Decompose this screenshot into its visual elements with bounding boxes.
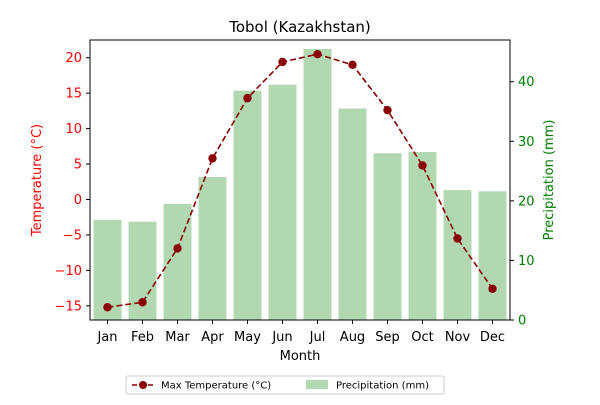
y-right-tick-label: 0: [518, 314, 526, 329]
chart-title: Tobol (Kazakhstan): [228, 18, 371, 36]
temperature-point-nov: [453, 234, 462, 243]
temperature-point-jul: [313, 49, 322, 59]
y-left-tick-label: 20: [65, 51, 82, 66]
temperature-point-feb: [138, 298, 147, 307]
legend-line-marker: [139, 381, 147, 389]
y-axis-left-label: Temperature (°C): [30, 124, 45, 237]
temperature-point-oct: [418, 161, 427, 170]
precipitation-bar-nov: [443, 190, 472, 320]
y-left-tick-label: 5: [74, 158, 82, 173]
x-tick-label-apr: Apr: [201, 330, 224, 345]
y-left-tick-label: −5: [63, 228, 82, 243]
legend-label-precipitation: Precipitation (mm): [336, 381, 429, 392]
legend: Max Temperature (°C) Precipitation (mm): [125, 375, 445, 395]
legend-bar-swatch: [306, 380, 328, 389]
y-axis-left: −15 −10 −5 0 5 10 15 20: [55, 51, 90, 314]
y-right-tick-label: 40: [518, 75, 535, 90]
x-tick-label-jan: Jan: [96, 330, 117, 345]
precipitation-bar-jul: [303, 48, 332, 321]
temperature-point-aug: [348, 60, 357, 70]
legend-label-temperature: Max Temperature (°C): [161, 381, 271, 392]
y-left-tick-label: 15: [65, 87, 82, 102]
x-tick-label-oct: Oct: [411, 330, 433, 345]
precipitation-bar-dec: [478, 191, 507, 320]
y-right-tick-label: 30: [518, 135, 535, 150]
x-tick-label-nov: Nov: [445, 330, 471, 345]
x-tick-label-aug: Aug: [340, 330, 365, 345]
y-right-tick-label: 20: [518, 194, 535, 209]
x-tick-label-mar: Mar: [165, 330, 190, 345]
y-right-tick-label: 10: [518, 254, 535, 269]
y-axis-right-label: Precipitation (mm): [542, 120, 557, 241]
x-tick-label-jul: Jul: [309, 330, 326, 345]
temperature-point-jan: [103, 303, 112, 312]
x-tick-label-may: May: [234, 330, 261, 345]
precipitation-bar-jun: [268, 84, 297, 321]
temperature-line-path: [107, 53, 494, 309]
temperature-point-apr: [208, 154, 217, 163]
y-left-tick-label: −10: [55, 264, 82, 279]
temperature-point-jun: [278, 57, 287, 67]
precipitation-bar-oct: [408, 152, 437, 320]
x-tick-label-jun: Jun: [271, 330, 292, 345]
x-tick-label-dec: Dec: [480, 330, 505, 345]
y-left-tick-label: 10: [65, 122, 82, 137]
x-tick-label-sep: Sep: [375, 330, 400, 345]
x-tick-label-feb: Feb: [131, 330, 154, 345]
precipitation-bar-aug: [338, 108, 367, 320]
temperature-point-may: [243, 93, 252, 103]
y-left-tick-label: −15: [55, 299, 82, 314]
temperature-point-sep: [383, 105, 392, 115]
temperature-point-mar: [173, 244, 182, 253]
legend-frame: [125, 375, 445, 395]
y-left-tick-label: 0: [74, 193, 82, 208]
precipitation-bar-apr: [198, 177, 227, 320]
plot-frame: [89, 39, 511, 321]
temperature-line: [103, 49, 497, 312]
precipitation-bar-may: [233, 90, 262, 320]
precipitation-bar-sep: [373, 153, 402, 320]
x-axis-label: Month: [280, 349, 321, 364]
temperature-point-dec: [488, 284, 497, 294]
y-axis-right: 0 10 20 30 40: [510, 75, 535, 329]
x-axis: Jan Feb Mar Apr May Jun Jul Aug Sep Oct Nov Dec: [96, 320, 505, 345]
